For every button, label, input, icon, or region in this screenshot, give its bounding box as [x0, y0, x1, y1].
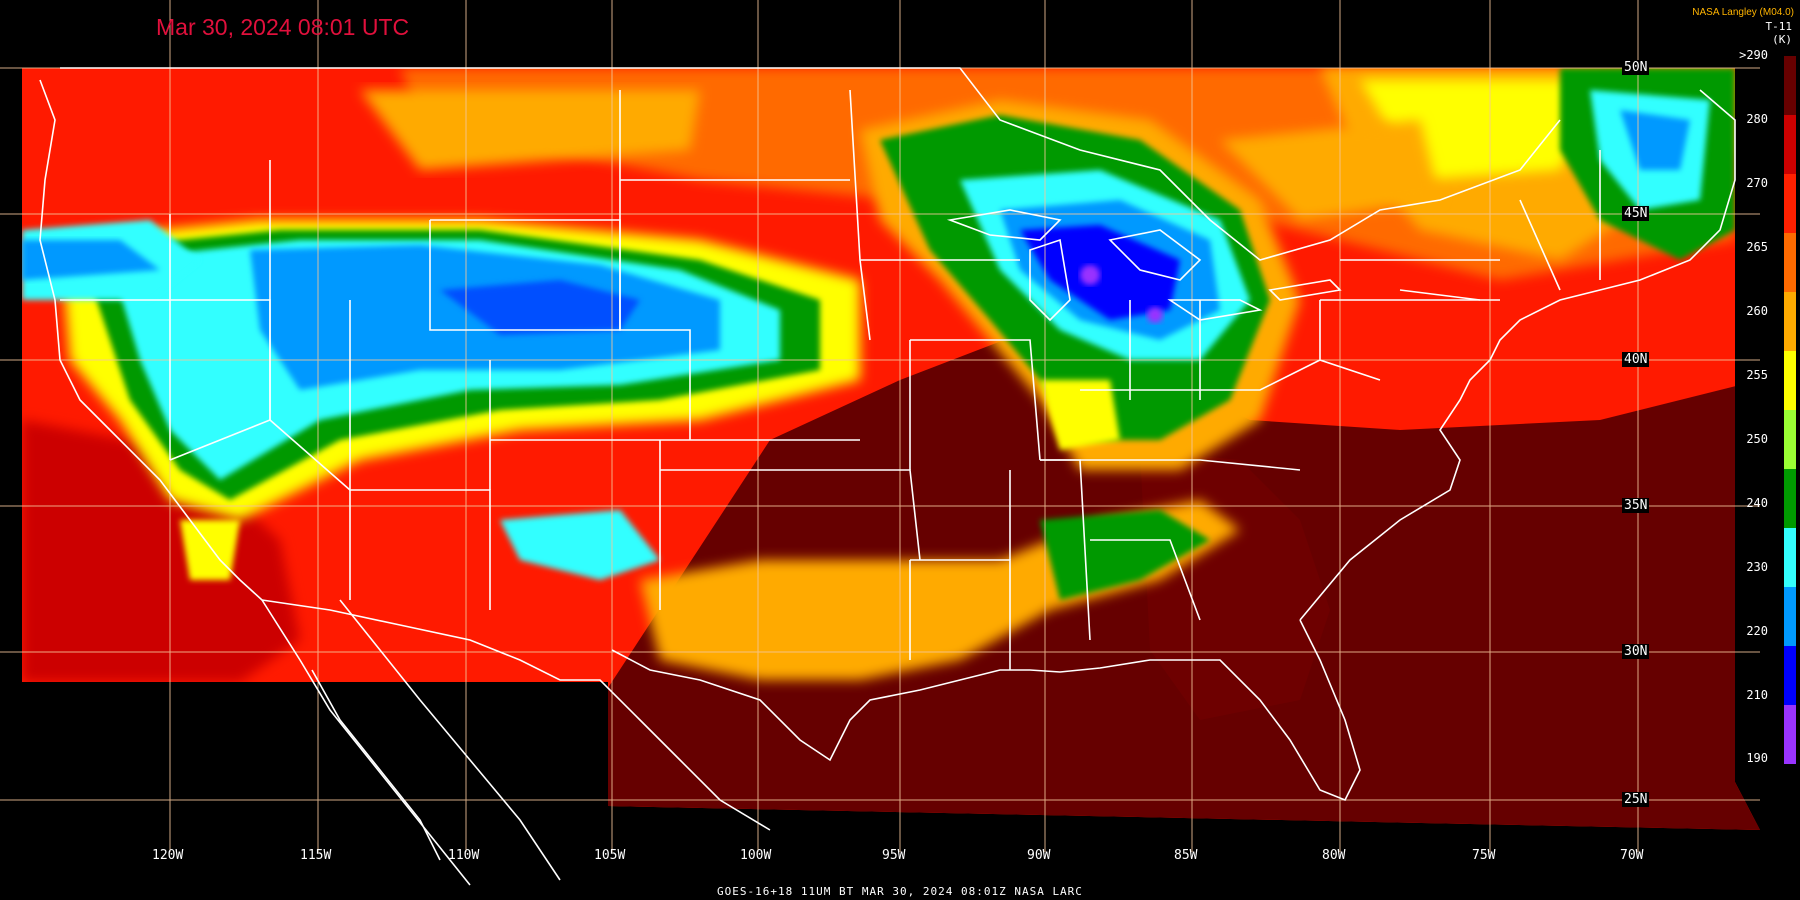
- latitude-label: 30N: [1622, 644, 1650, 659]
- latitude-label: 45N: [1622, 206, 1650, 221]
- timestamp-title: Mar 30, 2024 08:01 UTC: [156, 14, 410, 40]
- latitude-label: 40N: [1622, 352, 1650, 367]
- legend-swatch: [1784, 292, 1796, 352]
- legend-swatch: [1784, 56, 1796, 116]
- legend-label: 270: [1746, 176, 1768, 190]
- legend-label: 280: [1746, 112, 1768, 126]
- legend-label: 190: [1746, 751, 1768, 765]
- legend-swatch: [1784, 351, 1796, 411]
- latitude-label: 25N: [1622, 792, 1650, 807]
- coastline-and-border-overlay: [39, 67, 1736, 886]
- legend-swatch: [1784, 646, 1796, 706]
- legend-color-bar: [1784, 56, 1796, 764]
- legend-swatch: [1784, 115, 1796, 175]
- units-block: T-11 (K): [1766, 20, 1793, 46]
- longitude-label: 75W: [1472, 848, 1496, 863]
- producer-credit: NASA Langley (M04.0): [1692, 7, 1794, 18]
- legend-swatch: [1784, 469, 1796, 529]
- longitude-label: 95W: [882, 848, 906, 863]
- legend-label: 260: [1746, 304, 1768, 318]
- legend-label: 240: [1746, 496, 1768, 510]
- legend-swatch: [1784, 705, 1796, 764]
- temperature-color-legend: [1774, 46, 1800, 784]
- legend-swatch: [1784, 410, 1796, 470]
- product-code: T-11: [1765, 20, 1793, 33]
- legend-swatch: [1784, 233, 1796, 293]
- longitude-label: 80W: [1322, 848, 1346, 863]
- legend-label: 255: [1746, 368, 1768, 382]
- longitude-label: 70W: [1620, 848, 1644, 863]
- longitude-label: 115W: [300, 848, 332, 863]
- legend-label: 265: [1746, 240, 1768, 254]
- legend-swatch: [1784, 587, 1796, 647]
- legend-swatch: [1784, 174, 1796, 234]
- longitude-label: 90W: [1027, 848, 1051, 863]
- longitude-label: 105W: [594, 848, 626, 863]
- legend-label: 220: [1746, 624, 1768, 638]
- legend-label: >290: [1739, 48, 1768, 62]
- longitude-label: 85W: [1174, 848, 1198, 863]
- longitude-label: 110W: [448, 848, 480, 863]
- legend-label: 210: [1746, 688, 1768, 702]
- latitude-label: 35N: [1622, 498, 1650, 513]
- product-footer: GOES-16+18 11UM BT MAR 30, 2024 08:01Z N…: [717, 885, 1083, 898]
- legend-swatch: [1784, 528, 1796, 588]
- longitude-label: 100W: [740, 848, 772, 863]
- latitude-label: 50N: [1622, 60, 1650, 75]
- units-label: (K): [1772, 33, 1792, 46]
- legend-label: 230: [1746, 560, 1768, 574]
- longitude-label: 120W: [152, 848, 184, 863]
- legend-label: 250: [1746, 432, 1768, 446]
